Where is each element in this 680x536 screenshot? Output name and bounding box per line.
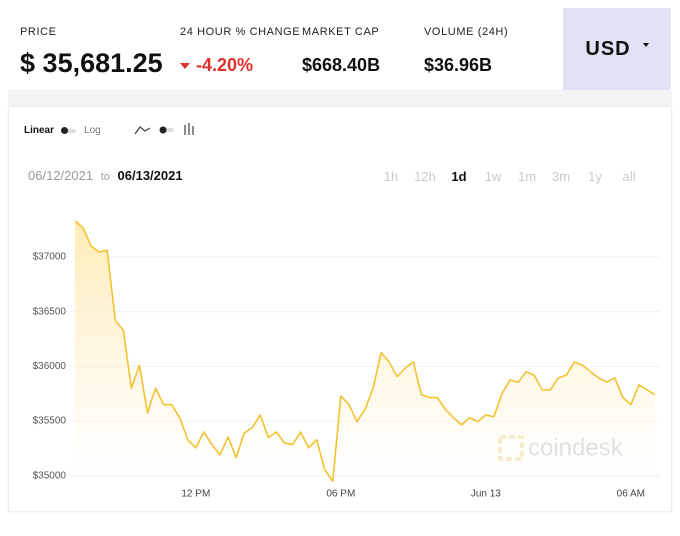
price-value: 35,681.25: [42, 48, 163, 78]
volume-label: VOLUME (24H): [424, 26, 509, 38]
candle-icon: [184, 123, 194, 135]
price: $ 35,681.25: [20, 48, 163, 79]
timeframe-button[interactable]: 1m: [517, 169, 537, 184]
y-tick-label: $37000: [33, 252, 67, 263]
toggle-knob: [159, 126, 167, 134]
toggle-knob: [61, 126, 69, 134]
y-tick-label: $36500: [33, 306, 67, 317]
toggle-track: [61, 126, 77, 134]
volume-value: $36.96B: [424, 55, 493, 75]
timeframe-button[interactable]: 1h: [383, 169, 399, 184]
date-separator: to: [100, 171, 110, 183]
log-option[interactable]: Log: [84, 125, 101, 136]
price-line: [74, 220, 656, 483]
change-value: -4.20%: [196, 55, 254, 75]
date-from[interactable]: 06/12/2021: [28, 168, 94, 183]
y-tick-label: $36000: [33, 361, 67, 372]
x-tick-label: Jun 13: [471, 489, 501, 500]
currency-selector[interactable]: USD: [563, 8, 671, 90]
x-tick-label: 12 PM: [181, 489, 210, 500]
market-cap-label: MARKET CAP: [302, 26, 380, 38]
change: -4.20%: [180, 55, 253, 76]
change-label: 24 HOUR % CHANGE: [180, 26, 301, 38]
y-tick-label: $35000: [33, 470, 67, 481]
x-tick-label: 06 PM: [326, 489, 355, 500]
area: [75, 220, 655, 491]
down-arrow: [180, 63, 190, 70]
price-label: PRICE: [20, 26, 57, 38]
date-range: 06/12/2021 to 06/13/2021: [28, 168, 183, 183]
timeframe-button[interactable]: all: [622, 169, 636, 184]
caret: [642, 43, 649, 47]
timeframe-button[interactable]: 1y: [588, 169, 602, 184]
chart-style-toggle[interactable]: [134, 122, 198, 138]
timeframe-button[interactable]: 3m: [551, 169, 571, 184]
timeframe-button[interactable]: 1d: [451, 169, 467, 184]
timeframes: 1h 12h 1d 1w 1m 3m 1y all: [374, 169, 646, 184]
currency-sign: $: [20, 48, 36, 78]
y-tick-label: $35500: [33, 416, 67, 427]
scale-toggle[interactable]: Linear Log: [24, 125, 101, 136]
date-to[interactable]: 06/13/2021: [117, 168, 183, 183]
market-cap-value: $668.40B: [302, 55, 381, 75]
currency-code: USD: [585, 37, 631, 60]
x-tick-label: 06 AM: [617, 489, 645, 500]
timeframe-button[interactable]: 1w: [484, 169, 502, 184]
line-icon: [134, 126, 151, 135]
timeframe-button[interactable]: 12h: [414, 169, 436, 184]
divider-band: [8, 90, 672, 106]
linear-option[interactable]: Linear: [24, 125, 55, 136]
